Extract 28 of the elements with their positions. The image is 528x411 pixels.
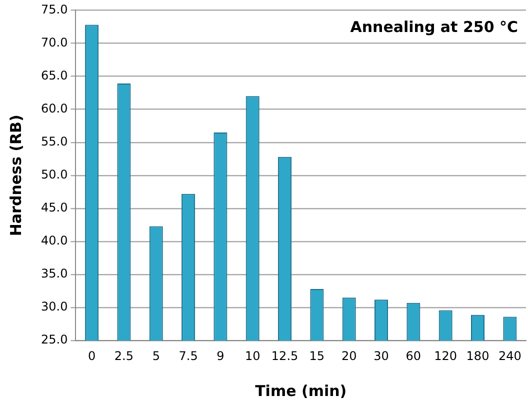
y-tick-label: 50.0 (41, 168, 68, 182)
x-tick-label: 2.5 (114, 348, 134, 363)
y-tick-label: 45.0 (41, 200, 68, 215)
y-tick-label: 65.0 (41, 68, 68, 82)
y-tick-label: 35.0 (41, 266, 68, 281)
x-tick-label: 7.5 (178, 348, 198, 363)
x-axis-title: Time (min) (255, 382, 347, 400)
y-tick-label: 60.0 (41, 101, 68, 116)
x-tick-label: 20 (341, 348, 357, 363)
y-tick-label: 75.0 (41, 2, 68, 16)
y-tick-label: 30.0 (41, 300, 68, 314)
y-tick-label: 55.0 (41, 134, 68, 148)
y-tick-label: 70.0 (41, 35, 68, 50)
x-tick-label: 10 (244, 348, 260, 363)
y-tick-label: 25.0 (41, 332, 68, 347)
x-tick-label: 180 (466, 348, 490, 363)
y-tick-label: 40.0 (41, 234, 68, 248)
x-tick-label: 9 (216, 348, 224, 363)
y-axis-title: Hardness (RB) (6, 114, 25, 236)
x-tick-label: 12.5 (271, 348, 298, 363)
x-tick-label: 5 (152, 348, 160, 363)
x-tick-label: 60 (406, 348, 422, 363)
x-tick-label: 0 (88, 348, 96, 363)
x-tick-label: 120 (434, 348, 458, 363)
x-tick-label: 30 (374, 348, 389, 363)
x-tick-label: 240 (498, 348, 522, 363)
x-tick-label: 15 (309, 348, 325, 363)
text: Annealing at 250 °C (350, 18, 518, 36)
